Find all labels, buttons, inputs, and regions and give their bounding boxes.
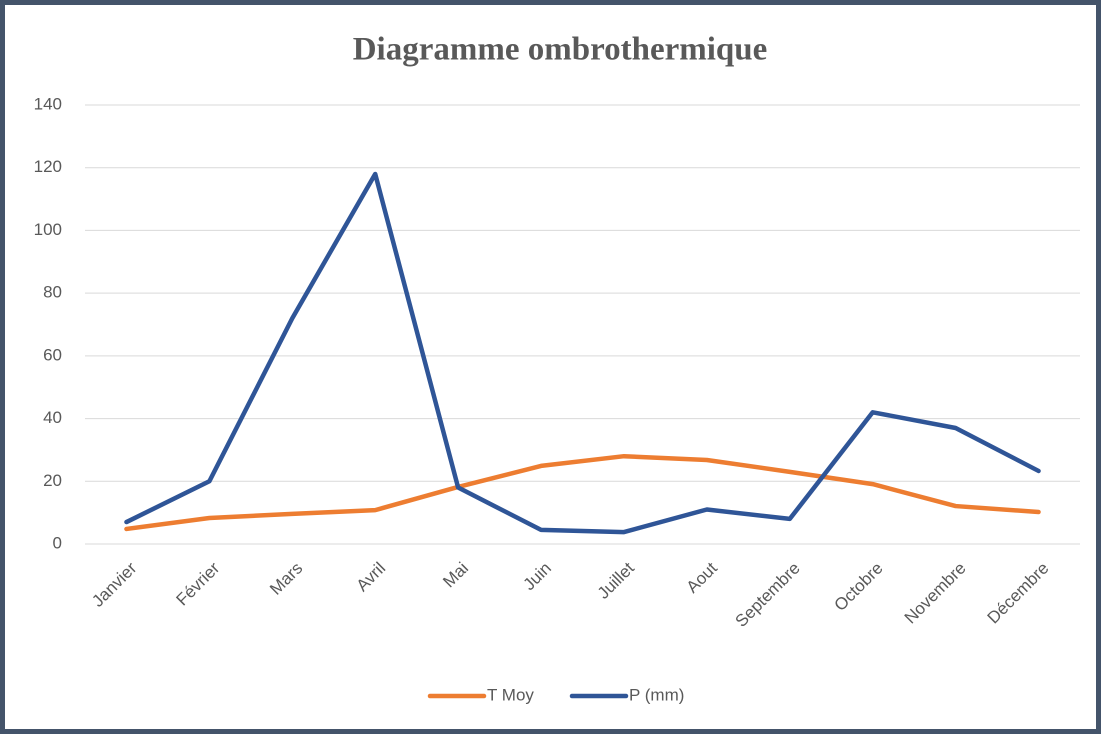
- y-tick-label: 100: [34, 220, 62, 239]
- legend-label: P (mm): [629, 685, 684, 704]
- series-line: [124, 453, 1041, 532]
- y-tick-label: 40: [43, 408, 62, 427]
- y-tick-label: 80: [43, 283, 62, 302]
- y-tick-label: 140: [34, 94, 62, 113]
- chart-title: Diagramme ombrothermique: [353, 32, 768, 68]
- y-tick-label: 0: [53, 533, 62, 552]
- series-line: [124, 171, 1041, 535]
- legend-label: T Moy: [487, 685, 534, 704]
- y-tick-label: 60: [43, 345, 62, 364]
- y-tick-label: 120: [34, 157, 62, 176]
- y-tick-label: 20: [43, 471, 62, 490]
